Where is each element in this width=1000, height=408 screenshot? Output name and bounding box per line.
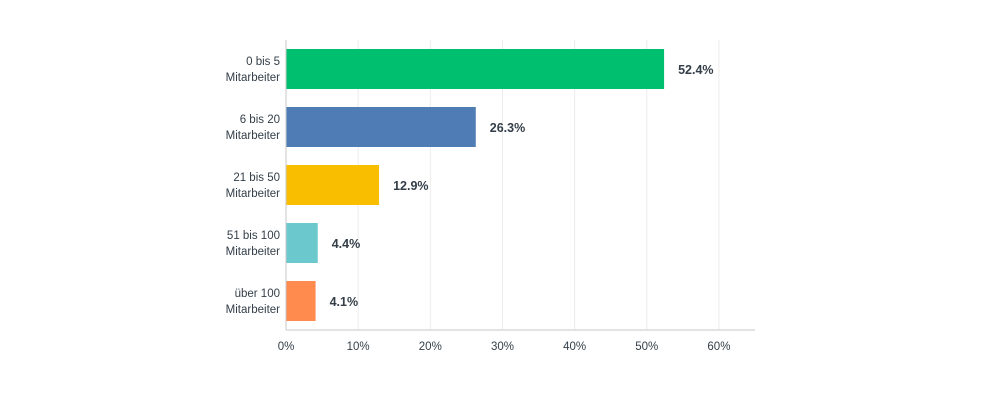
category-label-line: 6 bis 20: [240, 114, 280, 126]
category-label: 6 bis 20 Mitarbeiter: [226, 114, 280, 142]
x-tick-label: 30%: [491, 341, 514, 353]
bar-layer: [286, 49, 665, 321]
category-label-line: Mitarbeiter: [226, 72, 280, 84]
bar: [286, 281, 316, 321]
x-tick-label: 0%: [278, 341, 295, 353]
category-label-line: 0 bis 5: [246, 56, 280, 68]
label-layer: 0 bis 5 Mitarbeiter 52.4% 6 bis 20 Mitarbeit…: [226, 56, 714, 316]
value-label: 4.1%: [330, 295, 359, 309]
x-tick-label: 50%: [635, 341, 658, 353]
x-tick-label: 10%: [347, 341, 370, 353]
bar: [286, 223, 318, 263]
category-label-line: Mitarbeiter: [226, 130, 280, 142]
category-label-line: 21 bis 50: [233, 172, 280, 184]
category-label: 21 bis 50 Mitarbeiter: [226, 172, 280, 200]
category-label-line: Mitarbeiter: [226, 304, 280, 316]
category-label-line: 51 bis 100: [227, 230, 280, 242]
x-tick-label: 20%: [419, 341, 442, 353]
axis-layer: 0% 10% 20% 30% 40% 50% 60%: [278, 40, 755, 353]
category-label: über 100 Mitarbeiter: [226, 288, 280, 316]
value-label: 52.4%: [678, 63, 713, 77]
category-label-line: Mitarbeiter: [226, 246, 280, 258]
category-label-line: über 100: [235, 288, 280, 300]
value-label: 26.3%: [490, 121, 525, 135]
bar: [286, 107, 476, 147]
x-tick-label: 40%: [563, 341, 586, 353]
category-label: 0 bis 5 Mitarbeiter: [226, 56, 280, 84]
x-tick-label: 60%: [707, 341, 730, 353]
category-label-line: Mitarbeiter: [226, 188, 280, 200]
value-label: 4.4%: [332, 237, 361, 251]
category-label: 51 bis 100 Mitarbeiter: [226, 230, 280, 258]
bar: [286, 165, 380, 205]
value-label: 12.9%: [393, 179, 428, 193]
bar: [286, 49, 665, 89]
